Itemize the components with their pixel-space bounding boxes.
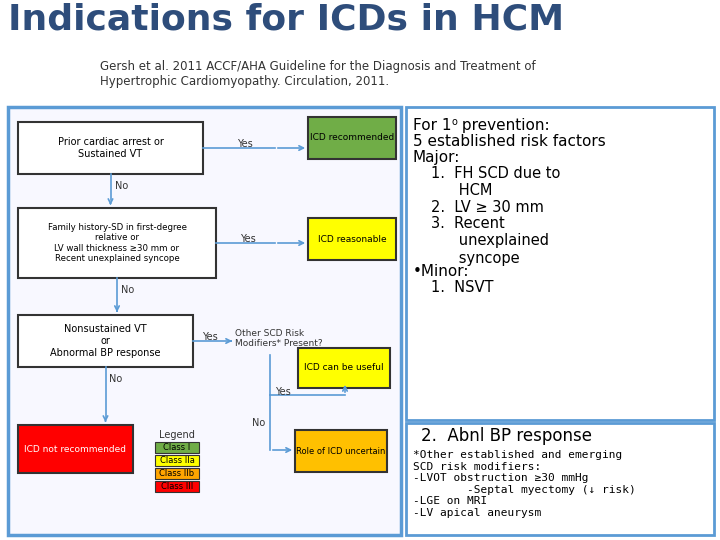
Text: 2.  Abnl BP response: 2. Abnl BP response	[421, 427, 592, 445]
Bar	[298, 348, 390, 388]
Text: No: No	[109, 374, 122, 384]
Text: Yes: Yes	[237, 139, 253, 149]
Text: No: No	[114, 181, 127, 191]
Bar	[295, 430, 387, 472]
Text: Prior cardiac arrest or
Sustained VT: Prior cardiac arrest or Sustained VT	[58, 137, 163, 159]
Text: prevention:: prevention:	[457, 118, 549, 133]
Text: 5 established risk factors: 5 established risk factors	[413, 134, 606, 149]
Bar	[155, 481, 199, 492]
Bar	[8, 107, 401, 535]
Text: No: No	[252, 418, 265, 428]
Text: ICD not recommended: ICD not recommended	[24, 444, 127, 454]
Bar	[18, 122, 203, 174]
Text: No: No	[121, 285, 134, 295]
Text: Family history-SD in first-degree
relative or
LV wall thickness ≥30 mm or
Recent: Family history-SD in first-degree relati…	[48, 223, 186, 263]
Bar	[18, 208, 216, 278]
Text: Class IIa: Class IIa	[160, 456, 194, 465]
Text: ICD can be useful: ICD can be useful	[304, 363, 384, 373]
Text: Yes: Yes	[240, 234, 256, 244]
Bar	[308, 117, 396, 159]
Text: Yes: Yes	[275, 387, 291, 397]
Text: ICD recommended: ICD recommended	[310, 133, 394, 143]
Text: Legend: Legend	[159, 430, 195, 440]
Text: *Other established and emerging
SCD risk modifiers:
-LVOT obstruction ≥30 mmHg
 : *Other established and emerging SCD risk…	[413, 450, 636, 518]
Bar	[406, 107, 714, 420]
Text: Major:: Major:	[413, 150, 460, 165]
Text: ICD reasonable: ICD reasonable	[318, 234, 387, 244]
Text: Other SCD Risk
Modifiers* Present?: Other SCD Risk Modifiers* Present?	[235, 329, 323, 348]
Text: Nonsustained VT
or
Abnormal BP response: Nonsustained VT or Abnormal BP response	[50, 325, 161, 357]
Text: Yes: Yes	[202, 332, 218, 342]
Text: 2.  LV ≥ 30 mm: 2. LV ≥ 30 mm	[431, 200, 544, 215]
Bar	[155, 442, 199, 453]
Bar	[308, 218, 396, 260]
Text: 1.  FH SCD due to
      HCM: 1. FH SCD due to HCM	[431, 166, 560, 198]
Text: 1.  NSVT: 1. NSVT	[431, 280, 493, 295]
Text: Class III: Class III	[161, 482, 193, 491]
Bar	[18, 315, 193, 367]
Text: Class IIb: Class IIb	[159, 469, 194, 478]
Bar	[406, 423, 714, 535]
Text: o: o	[451, 117, 457, 127]
Bar	[18, 425, 133, 473]
Text: Class I: Class I	[163, 443, 191, 452]
Text: Indications for ICDs in HCM: Indications for ICDs in HCM	[8, 2, 564, 36]
Bar	[155, 455, 199, 466]
Text: Gersh et al. 2011 ACCF/AHA Guideline for the Diagnosis and Treatment of
Hypertro: Gersh et al. 2011 ACCF/AHA Guideline for…	[100, 60, 536, 88]
Text: Role of ICD uncertain: Role of ICD uncertain	[297, 447, 386, 456]
Bar	[155, 468, 199, 479]
Text: For 1: For 1	[413, 118, 451, 133]
Text: 3.  Recent
      unexplained
      syncope: 3. Recent unexplained syncope	[431, 216, 549, 266]
Text: •Minor:: •Minor:	[413, 264, 469, 279]
